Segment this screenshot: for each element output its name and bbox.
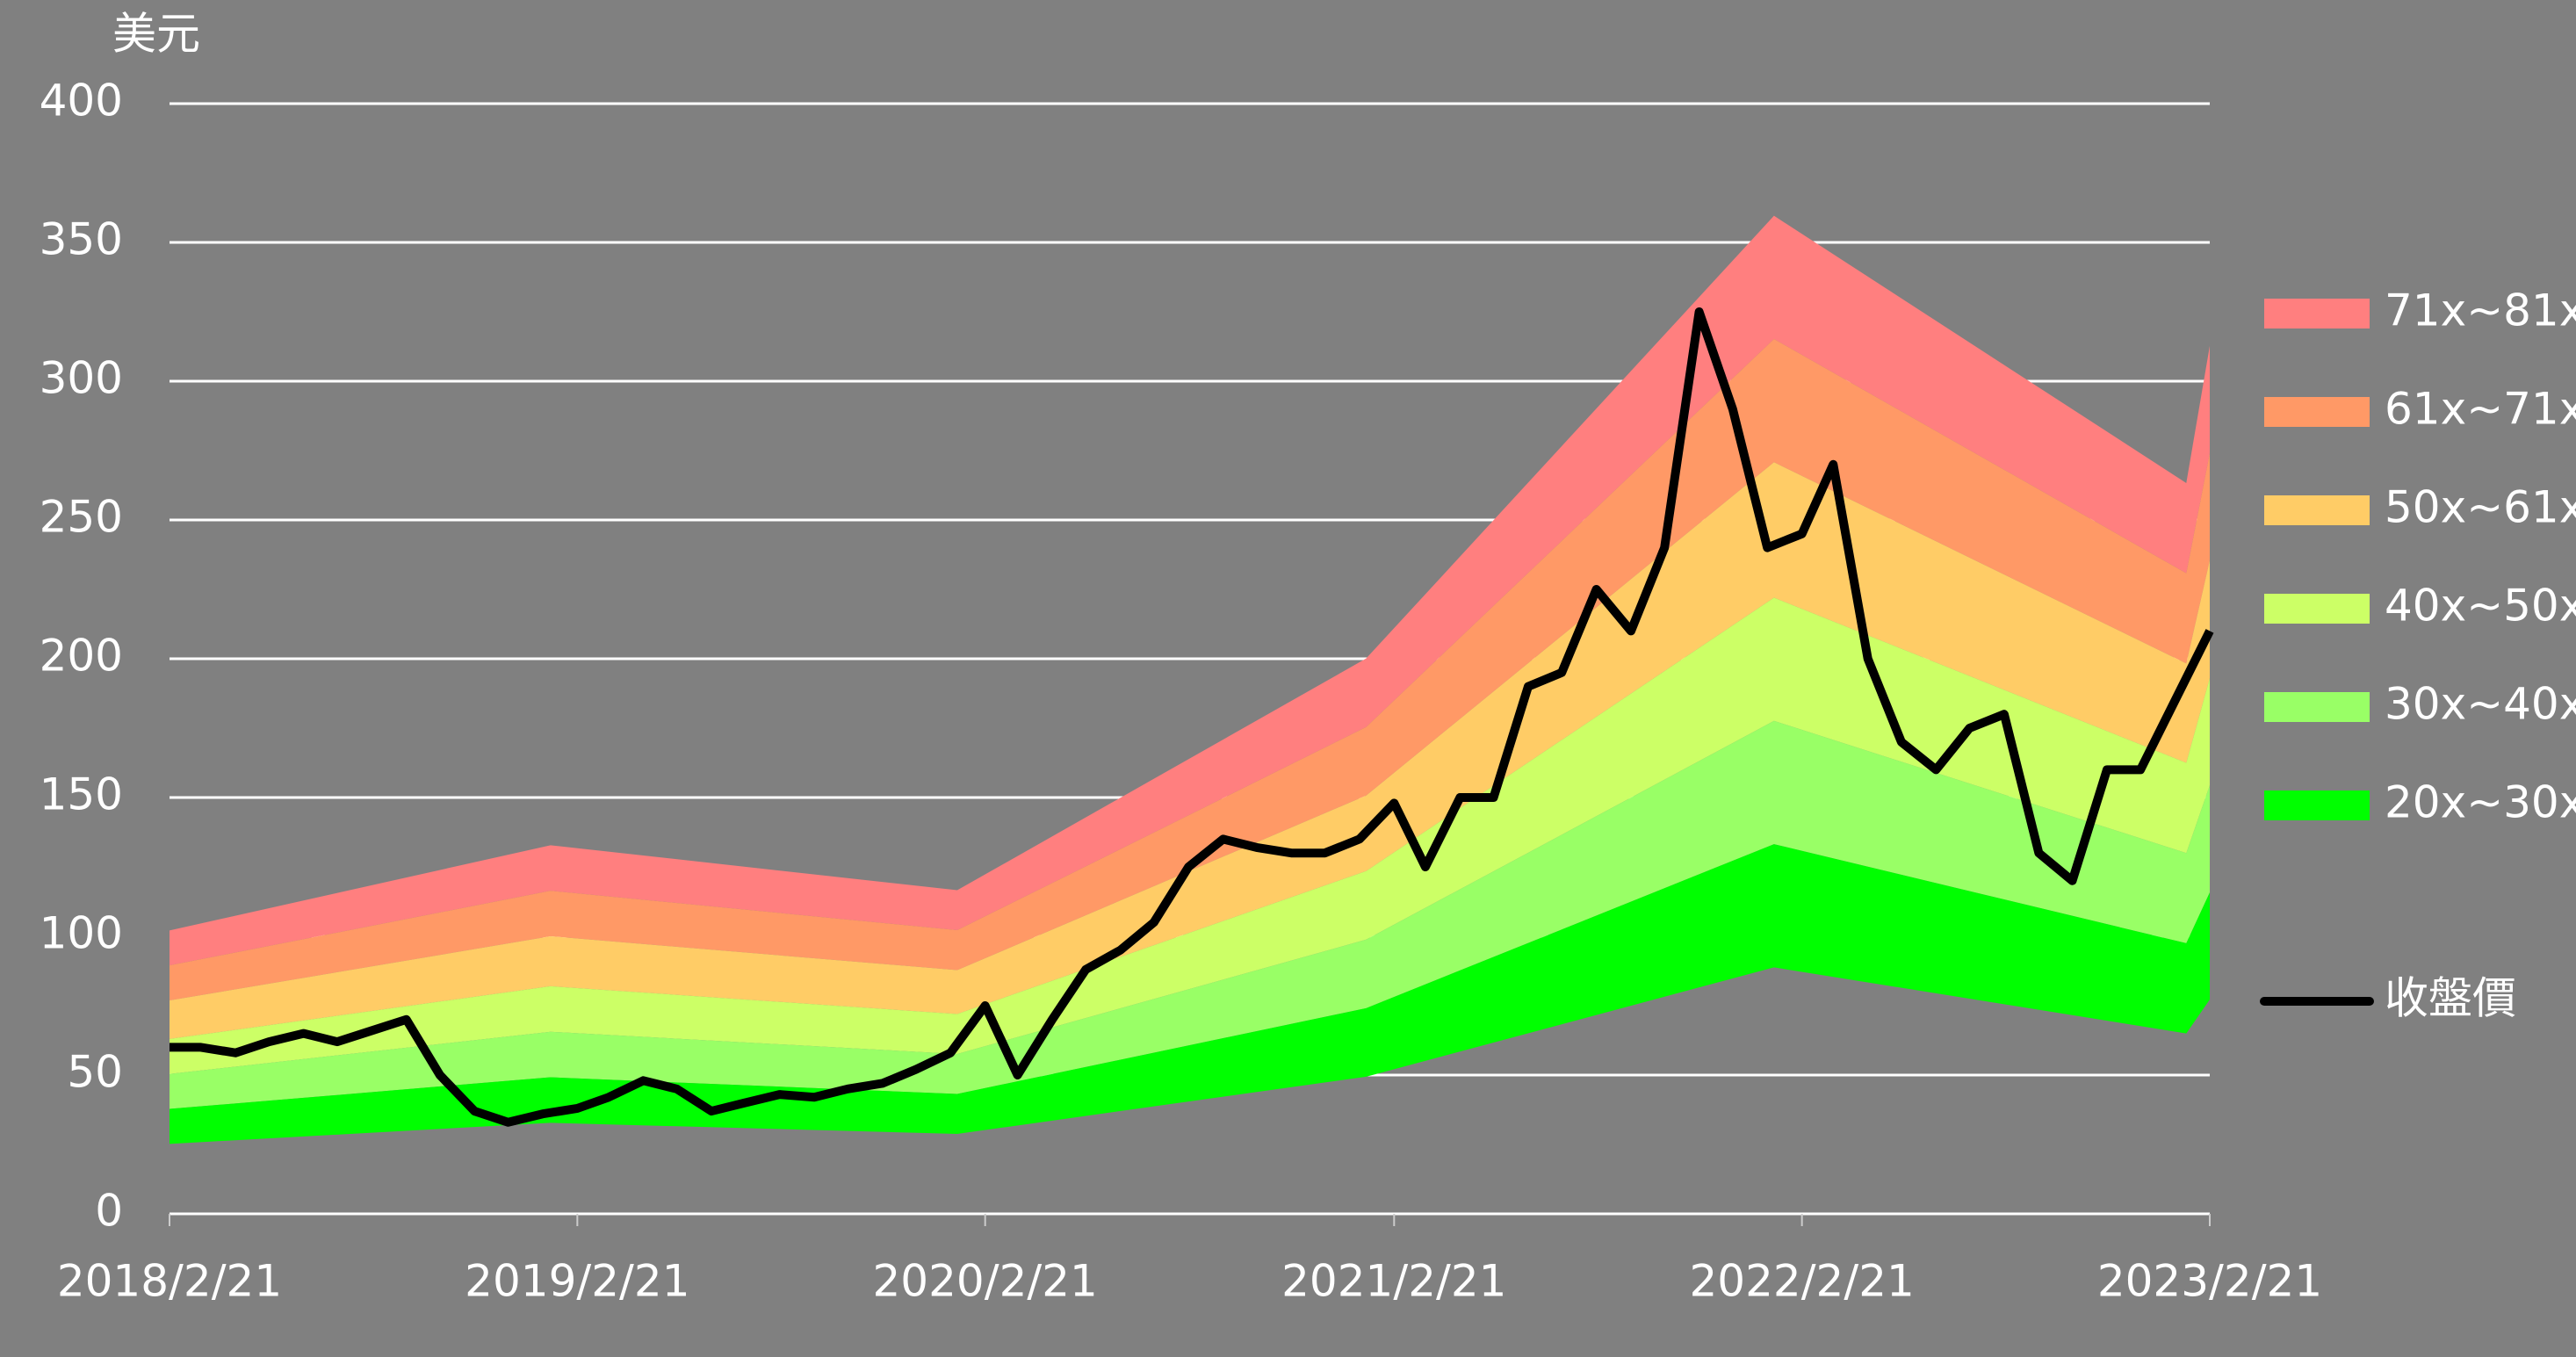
- unit-label: 美元: [112, 9, 200, 60]
- x-tick-label: 2023/2/21: [2097, 1256, 2322, 1307]
- legend-label: 50x~61x: [2385, 482, 2576, 533]
- y-tick-label: 250: [40, 492, 123, 543]
- x-tick-label: 2021/2/21: [1281, 1256, 1506, 1307]
- legend-swatch: [2264, 397, 2370, 427]
- y-tick-label: 100: [40, 908, 123, 959]
- close-line: [170, 307, 2214, 1127]
- band-area: [170, 597, 2210, 1074]
- legend-label: 61x~71x: [2385, 384, 2576, 435]
- legend-swatch: [2264, 692, 2370, 722]
- y-tick-label: 0: [95, 1186, 123, 1237]
- legend-label: 收盤價: [2385, 973, 2516, 1024]
- x-tick-label: 2019/2/21: [465, 1256, 689, 1307]
- legend-swatch: [2264, 790, 2370, 820]
- x-tick-label: 2022/2/21: [1689, 1256, 1914, 1307]
- legend-label: 30x~40x: [2385, 679, 2576, 730]
- band-area: [170, 215, 2210, 966]
- y-tick-label: 350: [40, 214, 123, 265]
- band-area: [170, 720, 2210, 1109]
- x-tick-label: 2018/2/21: [57, 1256, 282, 1307]
- legend-label: 71x~81x: [2385, 285, 2576, 336]
- y-tick-label: 50: [67, 1047, 123, 1098]
- legend-swatch: [2264, 495, 2370, 525]
- band-area: [170, 462, 2210, 1039]
- y-tick-label: 300: [40, 353, 123, 404]
- legend-label: 40x~50x: [2385, 581, 2576, 632]
- y-tick-label: 400: [40, 76, 123, 126]
- band-area: [170, 338, 2210, 1000]
- legend-swatch: [2264, 299, 2370, 328]
- band-area: [170, 844, 2210, 1144]
- y-tick-label: 200: [40, 631, 123, 682]
- y-tick-label: 150: [40, 769, 123, 820]
- x-tick-label: 2020/2/21: [873, 1256, 1098, 1307]
- legend-swatch: [2264, 594, 2370, 624]
- legend-label: 20x~30x: [2385, 777, 2576, 828]
